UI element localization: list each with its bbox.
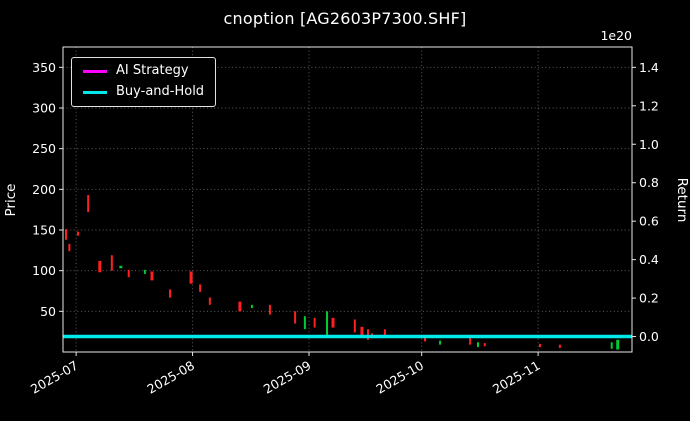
y-axis-tick-label-left: 250 bbox=[32, 141, 56, 156]
y-axis-tick-label-left: 100 bbox=[32, 263, 56, 278]
plot-border bbox=[62, 46, 633, 353]
y-axis-tick-label-left: 50 bbox=[40, 304, 56, 319]
legend-label-buy-and-hold: Buy-and-Hold bbox=[116, 84, 205, 100]
y-axis-tick-label-right: 1.0 bbox=[639, 137, 659, 152]
y-axis-label-right: Return bbox=[674, 178, 690, 223]
y-axis-tick-label-right: 0.4 bbox=[639, 252, 659, 267]
y-axis-tick-label-left: 200 bbox=[32, 182, 56, 197]
y-axis-tick-label-right: 1.2 bbox=[639, 98, 659, 113]
y-axis-tick-label-right: 0.0 bbox=[639, 329, 659, 344]
y-axis-tick-label-right: 1.4 bbox=[639, 60, 659, 75]
x-axis-tick-label: 2025-07 bbox=[28, 358, 81, 397]
y-axis-tick-label-right: 0.6 bbox=[639, 214, 659, 229]
y-axis-label-left: Price bbox=[3, 184, 19, 217]
x-axis-tick-label: 2025-08 bbox=[144, 358, 197, 397]
legend-item-ai-strategy: AI Strategy bbox=[83, 63, 204, 78]
chart-title: cnoption [AG2603P7300.SHF] bbox=[223, 9, 467, 28]
y-axis-tick-label-left: 300 bbox=[32, 101, 56, 116]
x-axis-tick-label: 2025-11 bbox=[490, 358, 543, 397]
legend-label-ai-strategy: AI Strategy bbox=[116, 63, 189, 78]
y-axis-tick-label-left: 350 bbox=[32, 60, 56, 75]
right-axis-offset-label: 1e20 bbox=[600, 28, 632, 43]
x-axis-tick-label: 2025-10 bbox=[373, 358, 426, 397]
legend-item-buy-and-hold: Buy-and-Hold bbox=[83, 84, 205, 100]
legend: AI Strategy Buy-and-Hold bbox=[71, 57, 217, 107]
y-axis-tick-label-right: 0.8 bbox=[639, 175, 659, 190]
y-axis-tick-label-left: 150 bbox=[32, 223, 56, 238]
y-axis-tick-label-right: 0.2 bbox=[639, 291, 659, 306]
buy-and-hold-line-swatch bbox=[83, 90, 107, 94]
x-axis-tick-label: 2025-09 bbox=[261, 358, 314, 397]
ai-strategy-line-swatch bbox=[83, 69, 107, 73]
